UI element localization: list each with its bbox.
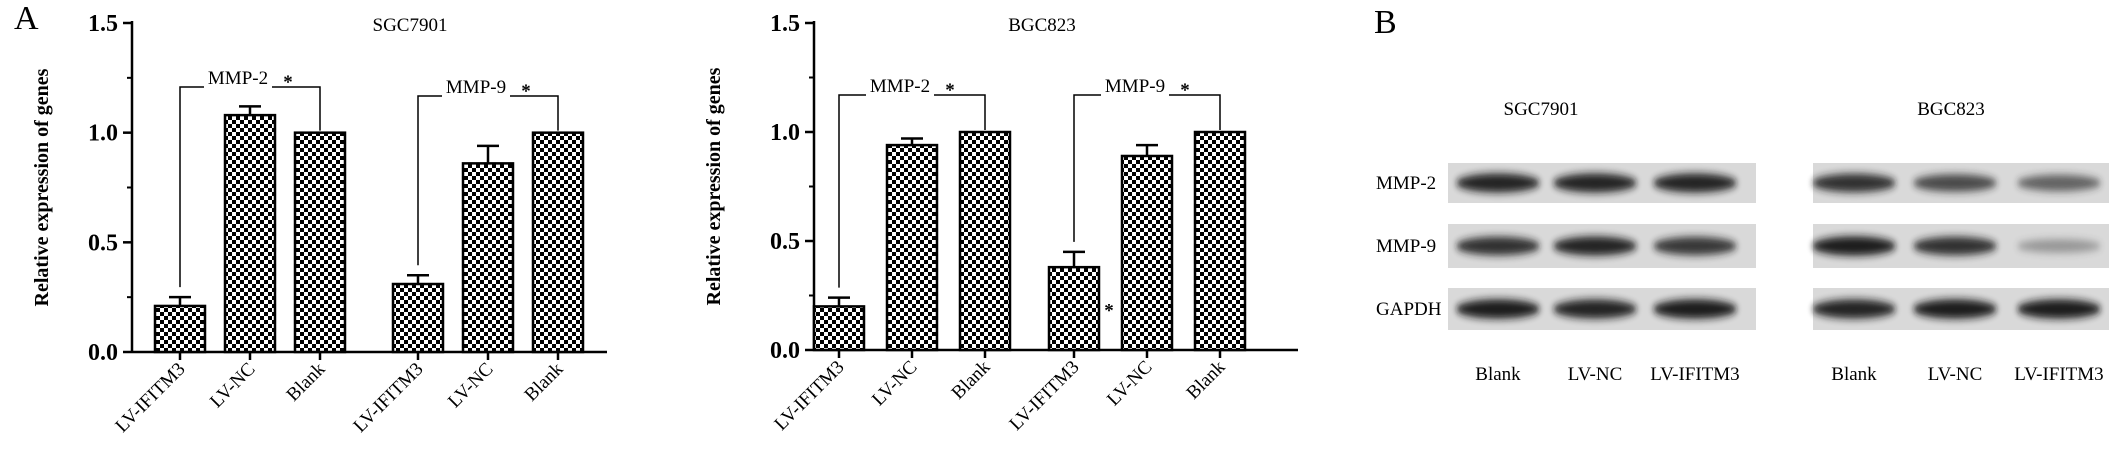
bar-chart-bgc823: BGC823 Relative expression of genes 0.0 0.5…: [703, 11, 1298, 435]
bracket-star: *: [283, 72, 293, 93]
blot-lane-label: LV-NC: [1568, 364, 1623, 385]
y-tick-label: 1.5: [770, 11, 800, 37]
bracket-label: MMP-9: [1105, 76, 1165, 97]
blot-band-mmp-9: [1456, 236, 1540, 256]
blot-band-gapdh: [1553, 299, 1637, 319]
y-tick-label: 1.5: [88, 11, 118, 37]
bracket-label-bg: [442, 78, 510, 98]
bar-chart-sgc7901: SGC7901 Relative expression of genes 0.0 0.…: [31, 11, 607, 437]
blot-band-mmp-2: [1653, 173, 1737, 193]
blot-band-mmp-9: [1913, 236, 1997, 256]
y-axis-label: Relative expression of genes: [703, 67, 725, 305]
blot-protein-label: GAPDH: [1376, 299, 1442, 320]
blot-band-mmp-2: [1812, 173, 1896, 193]
blot-band-mmp-9: [1653, 236, 1737, 256]
blot-band-mmp-2: [2017, 174, 2101, 192]
blot-band-gapdh: [1456, 299, 1540, 319]
bar-mmp-2-blank: [293, 131, 347, 354]
bracket-label-bg: [866, 77, 934, 97]
bar-mmp-2-blank: [958, 130, 1012, 352]
y-tick-label: 1.0: [770, 120, 800, 146]
blot-lane-label: LV-IFITM3: [1650, 364, 1739, 385]
bar-mmp-2-lv-nc: [885, 143, 939, 352]
blot-cell-line-label: SGC7901: [1504, 99, 1579, 120]
bar-significance-star: *: [1104, 301, 1114, 322]
blot-band-gapdh: [1913, 299, 1997, 319]
blot-lane-label: Blank: [1475, 364, 1521, 385]
blot-band-mmp-9: [2017, 239, 2101, 253]
blot-protein-label: MMP-2: [1376, 173, 1436, 194]
bracket-star: *: [1180, 80, 1190, 101]
bracket-label: MMP-2: [870, 76, 930, 97]
panel-label-b: B: [1374, 4, 1397, 41]
blot-band-gapdh: [2017, 299, 2101, 319]
blot-band-gapdh: [1812, 299, 1896, 319]
bracket-label-bg: [204, 69, 272, 89]
blot-cell-line-label: BGC823: [1917, 99, 1985, 120]
y-tick-label: 0.0: [770, 338, 800, 364]
bracket-star: *: [521, 81, 531, 102]
blot-lane-label: Blank: [1831, 364, 1877, 385]
blot-band-mmp-2: [1456, 173, 1540, 193]
blot-band-mmp-2: [1553, 173, 1637, 193]
blot-lane-label: LV-NC: [1928, 364, 1983, 385]
blot-protein-label: MMP-9: [1376, 236, 1436, 257]
blot-band-mmp-2: [1913, 174, 1997, 192]
chart-title: SGC7901: [373, 15, 448, 36]
bracket-star: *: [945, 80, 955, 101]
blot-band-mmp-9: [1812, 236, 1896, 256]
blot-band-mmp-9: [1553, 236, 1637, 256]
bar-mmp-9-lv-ifitm3: [391, 282, 445, 354]
bracket-label-bg: [1101, 77, 1169, 97]
chart-title: BGC823: [1008, 15, 1076, 36]
y-axis-label: Relative expression of genes: [31, 68, 53, 306]
panel-label-a: A: [14, 0, 39, 37]
y-tick-label: 0.5: [770, 229, 800, 255]
bracket-label: MMP-2: [208, 68, 268, 89]
y-tick-label: 1.0: [88, 121, 118, 147]
y-tick-label: 0.5: [88, 230, 118, 256]
bracket-label: MMP-9: [446, 77, 506, 98]
bar-mmp-2-lv-ifitm3: [153, 304, 207, 354]
y-tick-label: 0.0: [88, 340, 118, 366]
bar-mmp-9-blank: [1193, 130, 1247, 352]
blot-band-gapdh: [1653, 299, 1737, 319]
bar-mmp-2-lv-nc: [223, 113, 277, 354]
blot-lane-label: LV-IFITM3: [2014, 364, 2103, 385]
